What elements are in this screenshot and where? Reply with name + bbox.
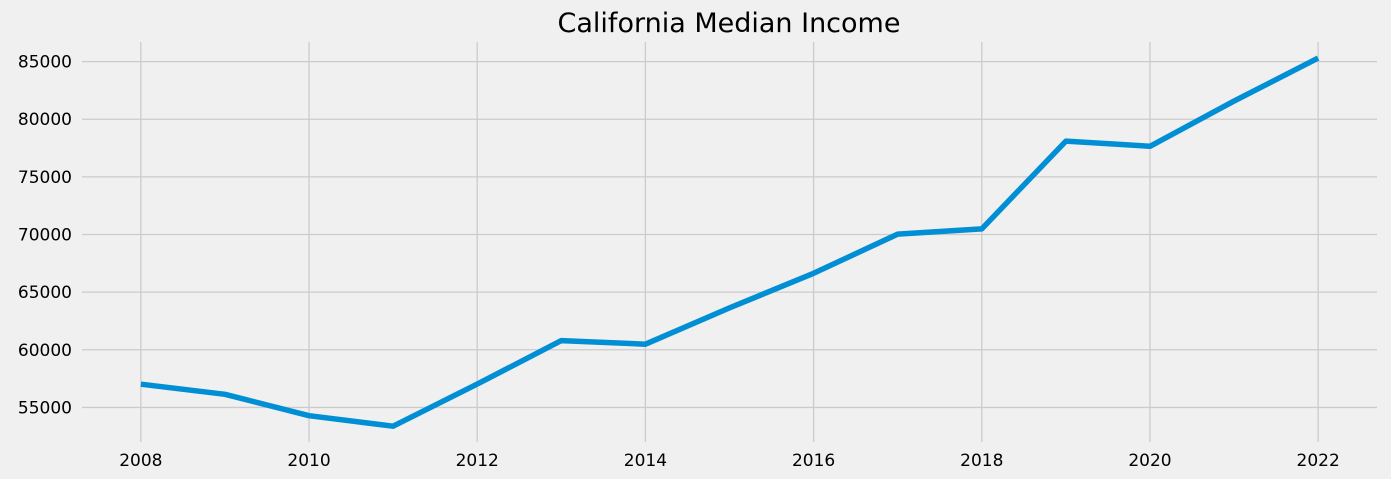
chart-title: California Median Income — [558, 8, 901, 39]
y-axis-ticks: 55000 60000 65000 70000 75000 80000 85000 — [18, 53, 72, 419]
y-tick-label: 70000 — [18, 226, 72, 246]
x-tick-label: 2020 — [1128, 451, 1171, 471]
series-line — [140, 55, 1320, 429]
series-group — [140, 55, 1320, 429]
y-tick-label: 75000 — [18, 168, 72, 188]
x-tick-label: 2018 — [960, 451, 1003, 471]
x-tick-label: 2016 — [792, 451, 835, 471]
y-tick-label: 65000 — [18, 283, 72, 303]
x-axis-ticks: 2008 2010 2012 2014 2016 2018 2020 2022 — [119, 451, 1340, 471]
x-tick-label: 2014 — [624, 451, 667, 471]
grid — [82, 42, 1377, 442]
y-tick-label: 85000 — [18, 53, 72, 73]
y-tick-label: 55000 — [18, 398, 72, 418]
x-tick-label: 2008 — [119, 451, 162, 471]
y-tick-label: 80000 — [18, 110, 72, 130]
x-tick-label: 2012 — [456, 451, 499, 471]
y-tick-label: 60000 — [18, 341, 72, 361]
x-tick-label: 2022 — [1297, 451, 1340, 471]
x-tick-label: 2010 — [287, 451, 330, 471]
